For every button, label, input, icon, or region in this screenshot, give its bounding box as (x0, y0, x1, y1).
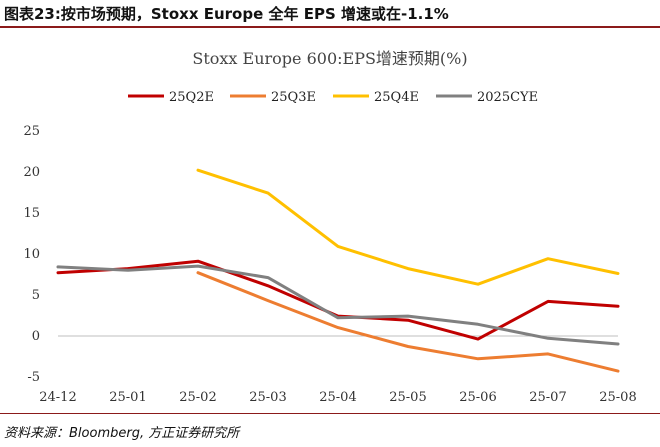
x-tick-label: 24-12 (39, 390, 76, 405)
x-tick-label: 25-01 (109, 390, 146, 405)
figure-title: 图表23:按市场预期，Stoxx Europe 全年 EPS 增速或在-1.1% (4, 5, 449, 23)
x-tick-label: 25-02 (179, 390, 216, 405)
y-tick-label: 10 (23, 247, 40, 262)
x-axis: 24-12 25-01 25-02 25-03 25-04 25-05 25-06 25-07… (39, 390, 636, 405)
chart-svg: Stoxx Europe 600:EPS增速预期(%) 25Q2E 25Q3E 25… (23, 49, 636, 405)
plot-area (56, 168, 620, 373)
footer-divider (0, 413, 660, 414)
source-note: 资料来源：Bloomberg, 方正证券研究所 (4, 426, 240, 441)
x-tick-label: 25-05 (389, 390, 426, 405)
chart-legend: 25Q2E 25Q3E 25Q4E 2025CYE (128, 90, 538, 105)
legend-label: 25Q4E (374, 90, 419, 105)
legend-label: 2025CYE (477, 90, 538, 105)
y-tick-label: 5 (32, 288, 40, 303)
series-line-25q3e (196, 271, 620, 373)
y-tick-label: 20 (23, 165, 40, 180)
figure-header: 图表23:按市场预期，Stoxx Europe 全年 EPS 增速或在-1.1% (0, 0, 660, 28)
chart-title: Stoxx Europe 600:EPS增速预期(%) (192, 49, 467, 68)
series-line-2025cye (56, 264, 620, 346)
y-tick-label: 15 (23, 206, 40, 221)
series-line-25q4e (196, 168, 620, 286)
legend-label: 25Q3E (271, 90, 316, 105)
x-tick-label: 25-04 (319, 390, 356, 405)
x-tick-label: 25-07 (529, 390, 566, 405)
y-tick-label: 0 (32, 329, 40, 344)
x-tick-label: 25-08 (599, 390, 636, 405)
y-axis: -5 0 5 10 15 20 25 (23, 124, 40, 385)
y-tick-label: 25 (23, 124, 40, 139)
y-tick-label: -5 (27, 370, 40, 385)
x-tick-label: 25-06 (459, 390, 496, 405)
x-tick-label: 25-03 (249, 390, 286, 405)
legend-label: 25Q2E (169, 90, 214, 105)
